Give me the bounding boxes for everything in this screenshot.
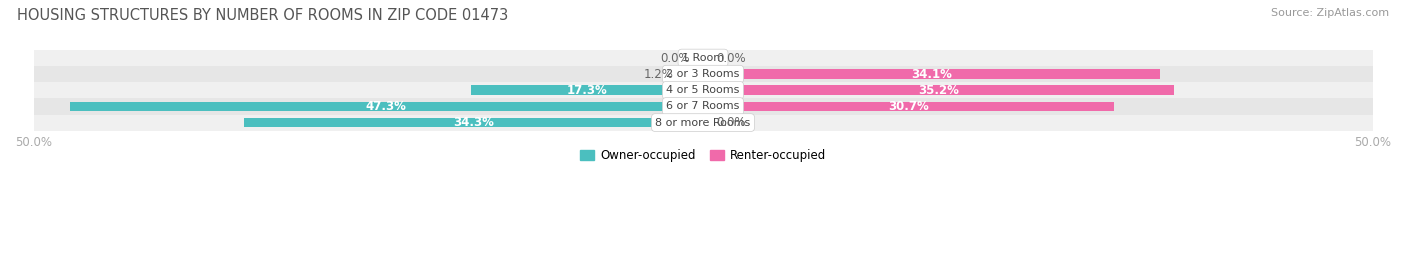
Text: 35.2%: 35.2% (918, 84, 959, 97)
Bar (703, 102, 1114, 111)
Text: 47.3%: 47.3% (366, 100, 406, 113)
Bar (34, 50, 1372, 66)
Legend: Owner-occupied, Renter-occupied: Owner-occupied, Renter-occupied (575, 144, 831, 167)
Text: 34.1%: 34.1% (911, 68, 952, 81)
Text: 0.0%: 0.0% (717, 52, 747, 65)
Bar (34, 66, 1372, 82)
Text: 2 or 3 Rooms: 2 or 3 Rooms (666, 69, 740, 79)
Text: 17.3%: 17.3% (567, 84, 607, 97)
Text: 1 Room: 1 Room (682, 53, 724, 63)
Text: 0.0%: 0.0% (659, 52, 689, 65)
Bar (703, 86, 1174, 95)
Bar (471, 86, 703, 95)
Text: 8 or more Rooms: 8 or more Rooms (655, 118, 751, 128)
Bar (688, 69, 703, 79)
Bar (70, 102, 703, 111)
Bar (34, 115, 1372, 131)
Bar (34, 98, 1372, 115)
Text: 0.0%: 0.0% (717, 116, 747, 129)
Text: HOUSING STRUCTURES BY NUMBER OF ROOMS IN ZIP CODE 01473: HOUSING STRUCTURES BY NUMBER OF ROOMS IN… (17, 8, 508, 23)
Text: 6 or 7 Rooms: 6 or 7 Rooms (666, 101, 740, 111)
Text: 1.2%: 1.2% (644, 68, 673, 81)
Bar (34, 82, 1372, 98)
Text: 34.3%: 34.3% (453, 116, 494, 129)
Text: Source: ZipAtlas.com: Source: ZipAtlas.com (1271, 8, 1389, 18)
Text: 4 or 5 Rooms: 4 or 5 Rooms (666, 85, 740, 95)
Bar (703, 69, 1160, 79)
Bar (243, 118, 703, 128)
Text: 30.7%: 30.7% (889, 100, 929, 113)
